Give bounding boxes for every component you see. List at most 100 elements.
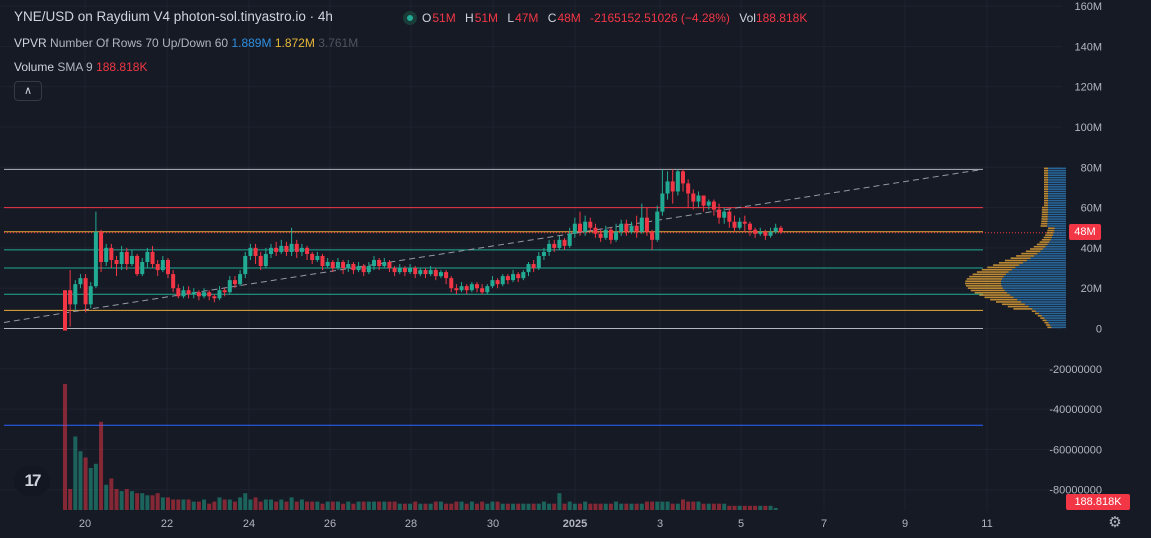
volume-bar [598,503,603,510]
volume-bar [413,501,418,510]
vpvr-legend[interactable]: VPVR Number Of Rows 70 Up/Down 60 1.889M… [14,36,358,50]
volume-bar [129,491,134,510]
volume-bar [732,505,737,510]
profile-row-down [1046,232,1054,234]
candle-body [588,221,593,228]
volume-bar [114,489,119,510]
profile-row-up [1047,243,1066,246]
profile-row-up [1050,238,1066,241]
profile-row-down [1037,314,1042,317]
profile-row-down [1043,204,1048,207]
profile-row-down [979,294,1011,296]
volume-bar [140,493,145,510]
volume-bar [181,499,186,510]
profile-row-down [1045,234,1053,236]
profile-row-up [1053,232,1066,234]
profile-row-up [1019,264,1066,266]
profile-row-down [1043,186,1048,188]
profile-row-down [1043,197,1048,200]
candle-body [361,266,366,273]
candle-body [63,290,67,331]
candle-body [619,223,624,232]
volume-bar [212,501,217,510]
candle-body [88,286,93,305]
profile-row-down [1043,179,1048,181]
profile-row-down [969,275,1004,278]
profile-row-down [1043,188,1048,190]
volume-bar [691,501,696,510]
candle-body [207,292,212,297]
candle-body [124,251,129,265]
volume-bar [171,499,176,510]
volume-bar [88,468,93,510]
high-label: H [465,11,474,25]
volume-legend[interactable]: Volume SMA 9 188.818K [14,60,147,74]
profile-row-down [1047,229,1055,232]
volume-bar [727,505,732,510]
candle-body [140,262,145,275]
volume-bars [63,384,778,510]
volume-bar [366,501,371,510]
chart-title: YNE/USD on Raydium V4 photon-sol.tinyast… [14,9,333,24]
candle-body [212,296,217,299]
market-status-icon[interactable] [403,11,417,25]
volume-bar [480,501,485,510]
profile-row-up [1047,225,1066,227]
profile-row-up [1005,273,1066,276]
profile-row-up [1047,186,1066,188]
volume-bar [768,505,773,510]
last-price-badge: 48M [1069,224,1101,240]
volume-bar [629,503,634,510]
profile-row-down [1044,321,1049,324]
volume-bar [681,499,685,510]
volume-bar [361,501,366,510]
candle-body [186,290,191,295]
candle-body [129,255,134,265]
candle-body [145,251,150,263]
candle-body [629,225,634,232]
profile-row-up [1054,227,1066,230]
profile-row-down [1010,257,1031,260]
volume-bar [408,503,413,510]
profile-row-up [1024,303,1066,306]
profile-row-up [1001,285,1066,287]
x-tick-label: 20 [79,518,91,530]
x-tick-label: 7 [821,518,827,530]
candle-body [68,290,73,305]
candle-body [392,268,397,273]
volume-bar [248,499,253,510]
profile-row-down [1046,324,1051,326]
collapse-legend-button[interactable]: ∧ [14,81,42,101]
profile-row-down [1044,176,1048,179]
y-axis: 160M 140M 120M 100M 80M 60M 40M 20M 0 -20000000 -4… [1049,1,1102,497]
tradingview-logo-icon[interactable]: 17 [14,466,50,496]
volume-bar [217,497,222,510]
vpvr-total-value: 3.761M [318,36,359,50]
profile-row-down [1041,218,1048,220]
profile-row-up [1050,324,1066,326]
candle-body [459,286,464,291]
candle-body [279,245,284,252]
volume-bar [294,501,299,510]
profile-row-down [1034,312,1039,315]
gear-icon[interactable]: ⚙ [1108,514,1122,531]
profile-row-up [1007,291,1066,294]
profile-row-up [1002,287,1066,289]
profile-row-down [966,278,1003,280]
profile-row-up [1047,218,1066,220]
volume-bar [222,499,227,510]
candle-body [387,262,392,269]
candle-body [701,195,706,206]
volume-bar [109,478,114,510]
volume-bar [191,501,196,510]
volume-bar [104,484,109,510]
volume-bar [377,501,382,510]
candle-body [454,288,459,291]
profile-row-down [972,273,1006,276]
volume-bar [155,493,160,510]
profile-row-down [1043,199,1048,202]
candle-body [155,264,160,271]
candle-body [686,183,691,194]
volume-bar [68,489,73,510]
